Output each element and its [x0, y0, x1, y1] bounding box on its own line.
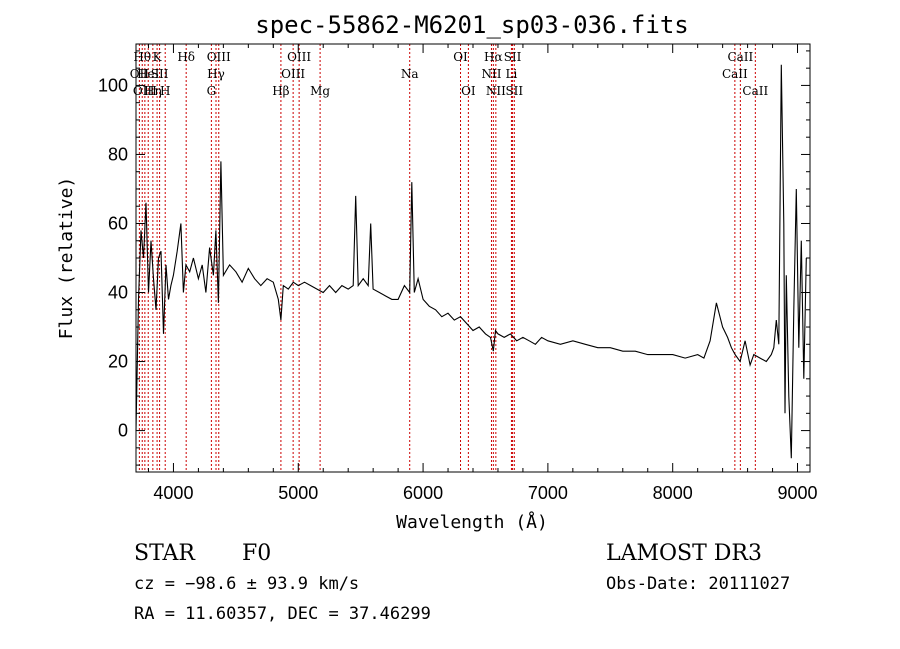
chart-title: spec-55862-M6201_sp03-036.fits: [255, 11, 688, 39]
y-axis-label: Flux (relative): [56, 177, 77, 340]
y-tick-label-3: 60: [108, 213, 128, 233]
line-label-3: HeI: [137, 67, 160, 81]
observation-date: Obs-Date: 20111027: [606, 574, 790, 594]
line-label-10: Hγ: [207, 67, 225, 81]
line-label-7: H: [160, 84, 170, 98]
y-tick-label-1: 20: [108, 352, 128, 372]
line-label-12: Hβ: [272, 84, 289, 98]
line-label-1: Hθ: [133, 50, 151, 64]
y-tick-label-4: 80: [108, 144, 128, 164]
line-label-13: OIII: [281, 67, 305, 81]
line-label-23: SII: [504, 50, 522, 64]
object-subclass: F0: [242, 541, 271, 566]
line-label-20: Hα: [484, 50, 503, 64]
x-axis-label: Wavelength (Å): [396, 511, 548, 533]
line-label-4: Hη: [144, 84, 162, 98]
spectrum-line: [135, 64, 807, 459]
line-label-19: NII: [481, 67, 501, 81]
redshift-cz: cz = −98.6 ± 93.9 km/s: [134, 574, 359, 594]
line-label-5: K: [153, 50, 163, 64]
x-tick-label-2: 6000: [403, 483, 443, 503]
x-axis-ticks: 4000 5000 6000 7000 8000 9000: [147, 44, 818, 503]
survey-name: LAMOST DR3: [606, 541, 762, 566]
line-label-9: G: [207, 84, 217, 98]
y-axis-ticks: 0 20 40 60 80 100: [98, 50, 810, 466]
x-tick-label-0: 4000: [153, 483, 193, 503]
spectral-line-labels: OII Hθ OIII HeI Hη K SII H Hδ G Hγ OIII Hβ OIII OIII Mg…: [130, 50, 769, 98]
spectral-line-markers: [138, 44, 756, 472]
x-tick-label-1: 5000: [278, 483, 318, 503]
line-label-17: OI: [453, 50, 468, 64]
line-label-26: CaII: [727, 50, 753, 64]
line-label-22: Li: [506, 67, 518, 81]
line-label-25: CaII: [722, 67, 748, 81]
x-tick-label-3: 7000: [528, 483, 568, 503]
line-label-15: Mg: [310, 84, 330, 98]
line-label-0: OII: [130, 67, 150, 81]
x-tick-label-5: 9000: [777, 483, 817, 503]
coordinates: RA = 11.60357, DEC = 37.46299: [134, 604, 431, 624]
line-label-6: SII: [151, 67, 169, 81]
line-label-16: Na: [401, 67, 419, 81]
line-label-21: NII: [486, 84, 506, 98]
line-label-2: OIII: [133, 84, 157, 98]
x-tick-label-4: 8000: [653, 483, 693, 503]
line-label-11: OIII: [207, 50, 231, 64]
y-tick-label-0: 0: [118, 421, 128, 441]
plot-frame: [135, 43, 811, 473]
line-label-24: SII: [505, 84, 523, 98]
line-label-27: CaII: [742, 84, 768, 98]
y-tick-label-2: 40: [108, 283, 128, 303]
line-label-14: OIII: [287, 50, 311, 64]
object-class: STAR: [134, 541, 196, 566]
line-label-8: Hδ: [177, 50, 195, 64]
line-label-18: OI: [461, 84, 476, 98]
y-tick-label-5: 100: [98, 75, 128, 95]
